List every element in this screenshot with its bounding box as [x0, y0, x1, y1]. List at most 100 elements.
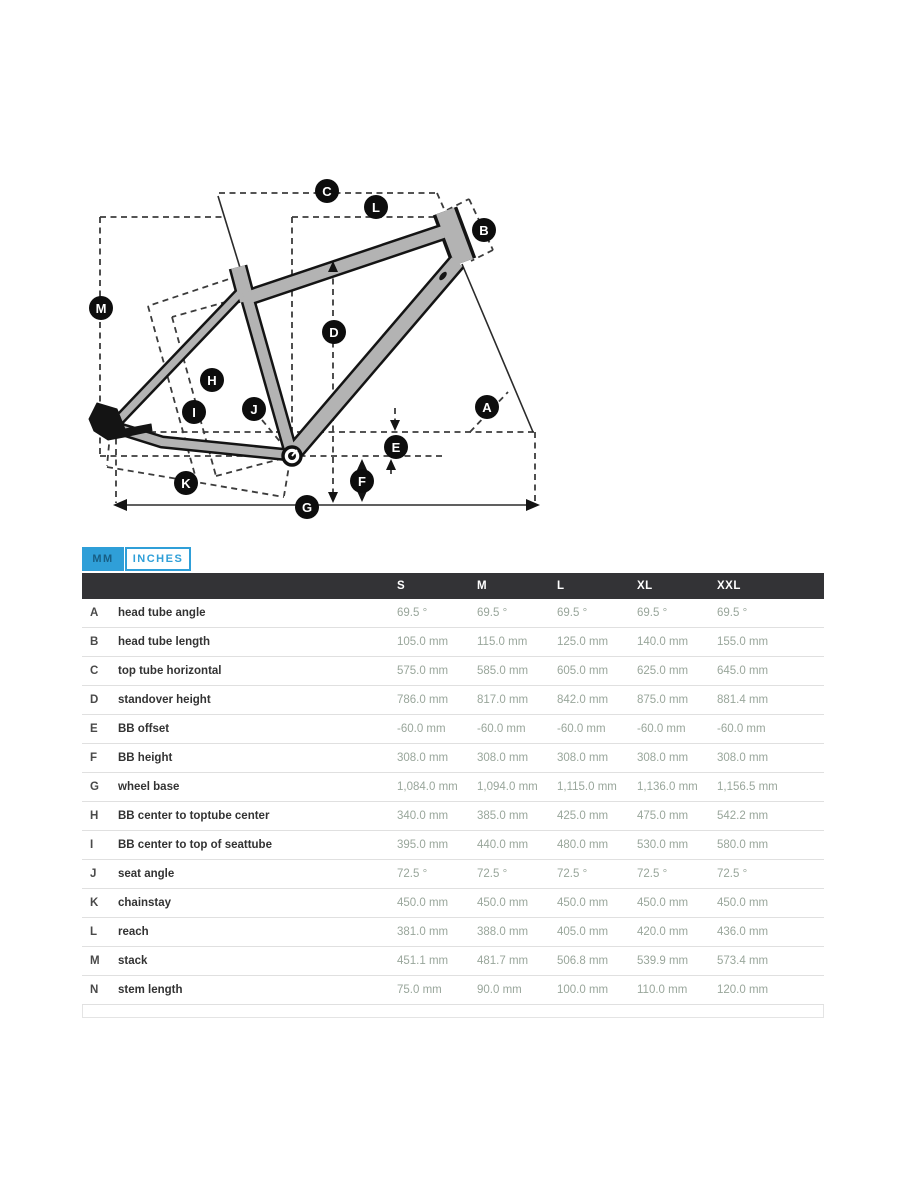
row-value: 440.0 mm: [477, 830, 557, 860]
row-value: 481.7 mm: [477, 946, 557, 976]
row-value: 308.0 mm: [557, 743, 637, 773]
row-value: 69.5 °: [637, 599, 717, 628]
diagram-label-H: H: [200, 368, 224, 392]
row-value: 480.0 mm: [557, 830, 637, 860]
svg-text:L: L: [372, 200, 380, 215]
row-value: -60.0 mm: [557, 714, 637, 744]
svg-text:G: G: [302, 500, 312, 515]
svg-text:A: A: [482, 400, 492, 415]
row-label: chainstay: [118, 888, 397, 918]
diagram-label-F: F: [350, 469, 374, 493]
diagram-label-J: J: [242, 397, 266, 421]
tab-inches[interactable]: INCHES: [125, 547, 191, 571]
row-value: 475.0 mm: [637, 801, 717, 831]
row-value: 72.5 °: [637, 859, 717, 889]
diagram-label-A: A: [475, 395, 499, 419]
svg-text:J: J: [250, 402, 257, 417]
bottom-bracket-marker: [281, 445, 303, 467]
row-letter: B: [82, 627, 118, 657]
row-value: 90.0 mm: [477, 975, 557, 1005]
row-letter: A: [82, 599, 118, 628]
row-value: 385.0 mm: [477, 801, 557, 831]
table-row: E BB offset -60.0 mm -60.0 mm -60.0 mm -60.0 …: [82, 714, 824, 744]
bike-frame: [88, 206, 477, 462]
diagram-label-D: D: [322, 320, 346, 344]
row-value: 580.0 mm: [717, 830, 824, 860]
row-value: 69.5 °: [477, 599, 557, 628]
row-value: 530.0 mm: [637, 830, 717, 860]
row-value: 625.0 mm: [637, 656, 717, 686]
row-value: 573.4 mm: [717, 946, 824, 976]
svg-text:B: B: [479, 223, 488, 238]
row-value: 575.0 mm: [397, 656, 477, 686]
column-header-xl: XL: [637, 573, 717, 599]
row-value: 450.0 mm: [397, 888, 477, 918]
row-letter: G: [82, 772, 118, 802]
dimension-lines: [99, 192, 536, 503]
row-letter: J: [82, 859, 118, 889]
row-value: 1,136.0 mm: [637, 772, 717, 802]
row-value: 1,156.5 mm: [717, 772, 824, 802]
row-value: 72.5 °: [717, 859, 824, 889]
row-value: 875.0 mm: [637, 685, 717, 715]
svg-text:D: D: [329, 325, 338, 340]
tab-mm[interactable]: MM: [82, 547, 124, 571]
row-value: 69.5 °: [557, 599, 637, 628]
row-value: 308.0 mm: [637, 743, 717, 773]
row-label: wheel base: [118, 772, 397, 802]
row-label: stem length: [118, 975, 397, 1005]
rear-dropout: [88, 402, 153, 441]
row-value: 1,094.0 mm: [477, 772, 557, 802]
row-letter: M: [82, 946, 118, 976]
column-header-xxl: XXL: [717, 573, 824, 599]
row-value: 450.0 mm: [477, 888, 557, 918]
column-header-s: S: [397, 573, 477, 599]
row-value: 120.0 mm: [717, 975, 824, 1005]
row-value: 450.0 mm: [717, 888, 824, 918]
header-spacer: [82, 573, 118, 599]
row-value: 585.0 mm: [477, 656, 557, 686]
row-label: head tube angle: [118, 599, 397, 628]
diagram-label-C: C: [315, 179, 339, 203]
svg-text:C: C: [322, 184, 332, 199]
row-value: 340.0 mm: [397, 801, 477, 831]
row-value: 381.0 mm: [397, 917, 477, 947]
steering-axis-line: [461, 263, 534, 433]
header-spacer: [118, 573, 397, 599]
svg-text:I: I: [192, 405, 196, 420]
diagram-label-G: G: [295, 495, 319, 519]
row-value: 450.0 mm: [557, 888, 637, 918]
row-value: 539.9 mm: [637, 946, 717, 976]
row-value: 308.0 mm: [477, 743, 557, 773]
row-value: 72.5 °: [397, 859, 477, 889]
frame-geometry-diagram: A B C D E F G H I J K L M: [88, 179, 540, 519]
diagram-label-M: M: [89, 296, 113, 320]
diagram-label-I: I: [182, 400, 206, 424]
row-value: 308.0 mm: [397, 743, 477, 773]
row-label: seat angle: [118, 859, 397, 889]
row-value: 645.0 mm: [717, 656, 824, 686]
row-label: top tube horizontal: [118, 656, 397, 686]
row-value: 308.0 mm: [717, 743, 824, 773]
row-value: 125.0 mm: [557, 627, 637, 657]
row-value: 425.0 mm: [557, 801, 637, 831]
row-value: 605.0 mm: [557, 656, 637, 686]
row-value: 395.0 mm: [397, 830, 477, 860]
row-value: 115.0 mm: [477, 627, 557, 657]
row-value: 140.0 mm: [637, 627, 717, 657]
row-label: head tube length: [118, 627, 397, 657]
row-value: 451.1 mm: [397, 946, 477, 976]
row-value: 388.0 mm: [477, 917, 557, 947]
diagram-label-E: E: [384, 435, 408, 459]
